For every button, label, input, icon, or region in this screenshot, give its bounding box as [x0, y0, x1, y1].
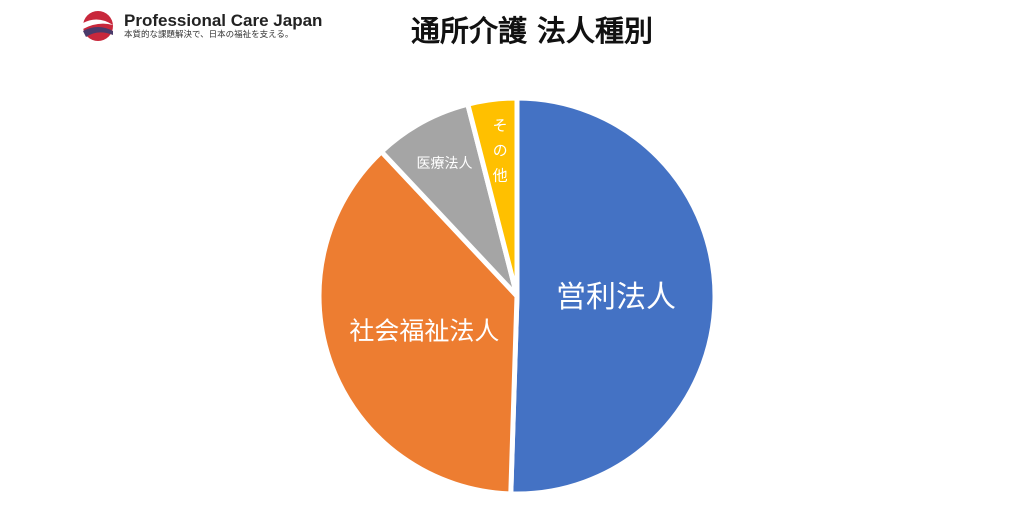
chart-title: 通所介護 法人種別 — [410, 14, 654, 48]
slice-label-social-welfare: 社会福祉法人 — [349, 316, 500, 346]
slice-label-medical: 医療法人 — [416, 156, 473, 173]
pie-slice-1 — [316, 149, 520, 497]
slice-label-other: その他 — [490, 117, 509, 193]
logo-name: Professional Care Japan — [124, 10, 323, 30]
pie-slice-0 — [508, 95, 718, 497]
slice-label-for-profit: 営利法人 — [555, 279, 676, 315]
pie-slice-3 — [465, 95, 520, 299]
logo-tagline: 本質的な課題解決で、日本の福祉を支える。 — [124, 29, 294, 40]
logo: Professional Care Japan 本質的な課題解決で、日本の福祉を… — [80, 9, 322, 43]
logo-mark-icon — [83, 11, 113, 41]
